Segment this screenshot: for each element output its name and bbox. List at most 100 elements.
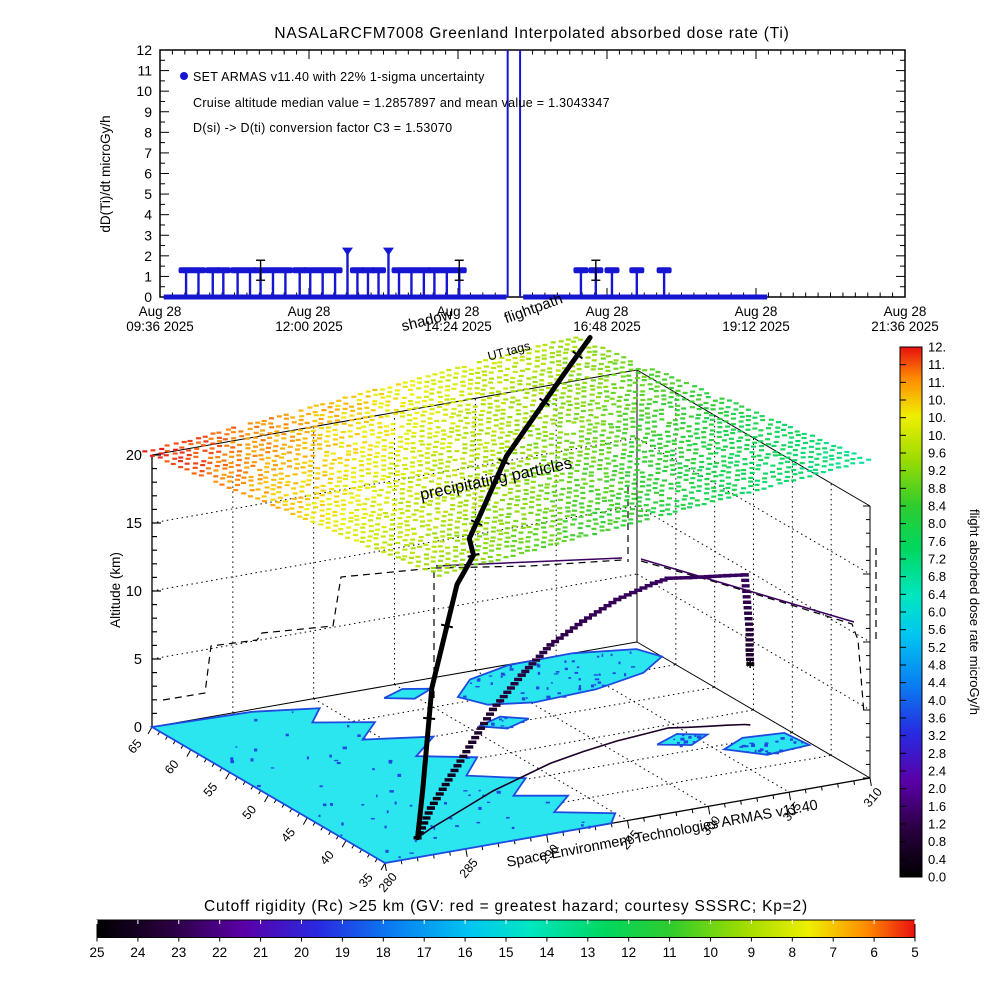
svg-text:3.6: 3.6	[928, 711, 946, 726]
svg-text:310: 310	[861, 785, 885, 810]
svg-text:7.6: 7.6	[928, 534, 946, 549]
legend-marker-icon	[180, 72, 188, 80]
svg-text:5: 5	[911, 945, 919, 960]
svg-text:9.2: 9.2	[928, 463, 946, 478]
svg-text:1.6: 1.6	[928, 799, 946, 814]
svg-text:14:24 2025: 14:24 2025	[424, 319, 492, 334]
svg-text:22: 22	[212, 945, 227, 960]
svg-text:5: 5	[134, 652, 142, 668]
svg-text:9.6: 9.6	[928, 446, 946, 461]
svg-text:6: 6	[870, 945, 878, 960]
legend-line-1: SET ARMAS v11.40 with 22% 1-sigma uncert…	[193, 70, 485, 84]
svg-text:5.2: 5.2	[928, 640, 946, 655]
svg-text:19: 19	[335, 945, 350, 960]
svg-text:19:12 2025: 19:12 2025	[722, 319, 790, 334]
svg-text:21: 21	[253, 945, 268, 960]
svg-text:8.8: 8.8	[928, 481, 946, 496]
svg-text:1: 1	[144, 268, 152, 284]
svg-text:Aug 28: Aug 28	[884, 304, 927, 319]
svg-text:Aug 28: Aug 28	[288, 304, 331, 319]
svg-text:8.0: 8.0	[928, 516, 946, 531]
svg-text:2.0: 2.0	[928, 781, 946, 796]
svg-text:4.4: 4.4	[928, 675, 946, 690]
svg-text:16:48 2025: 16:48 2025	[573, 319, 641, 334]
svg-text:Aug 28: Aug 28	[437, 304, 480, 319]
svg-text:0.0: 0.0	[928, 870, 946, 885]
svg-text:12.: 12.	[928, 340, 946, 355]
svg-text:10: 10	[136, 83, 152, 99]
svg-text:10.: 10.	[928, 393, 946, 408]
svg-text:3: 3	[144, 227, 152, 243]
dose-colorbar: 12. 11. 11. 10. 10. 10. 9.6 9.2 8.8 8.4 8.0 7.6 7.2 6…	[899, 340, 946, 885]
svg-text:17: 17	[417, 945, 432, 960]
svg-text:20: 20	[126, 448, 142, 464]
cutoff-rigidity-colorbar: 25 24 23 22 21 20 19 18 17 16 15 14 13 12 11 10 9 8 7 6 5	[89, 919, 919, 960]
svg-text:4.0: 4.0	[928, 693, 946, 708]
svg-text:18: 18	[376, 945, 391, 960]
svg-text:50: 50	[240, 803, 260, 823]
svg-text:6.0: 6.0	[928, 605, 946, 620]
svg-text:6: 6	[144, 166, 152, 182]
svg-text:12:00 2025: 12:00 2025	[275, 319, 343, 334]
svg-text:2.8: 2.8	[928, 746, 946, 761]
svg-text:Aug 28: Aug 28	[586, 304, 629, 319]
svg-text:10.: 10.	[928, 428, 946, 443]
svg-text:13: 13	[580, 945, 595, 960]
svg-text:6.8: 6.8	[928, 569, 946, 584]
svg-text:9: 9	[748, 945, 756, 960]
svg-text:280: 280	[376, 870, 400, 895]
svg-text:3.2: 3.2	[928, 728, 946, 743]
svg-text:8: 8	[789, 945, 797, 960]
svg-text:0.8: 0.8	[928, 834, 946, 849]
svg-text:21:36 2025: 21:36 2025	[871, 319, 939, 334]
cutoff-bar-title: Cutoff rigidity (Rc) >25 km (GV: red = g…	[204, 898, 808, 915]
svg-text:0.4: 0.4	[928, 852, 946, 867]
chart-title: NASALaRCFM7008 Greenland Interpolated ab…	[274, 25, 789, 42]
svg-text:7: 7	[829, 945, 837, 960]
svg-text:0: 0	[144, 289, 152, 305]
svg-text:11: 11	[663, 945, 677, 960]
svg-text:2.4: 2.4	[928, 764, 946, 779]
svg-text:11: 11	[137, 63, 152, 79]
svg-text:✱: ✱	[746, 659, 755, 671]
svg-text:16: 16	[458, 945, 473, 960]
svg-text:15: 15	[126, 516, 142, 532]
svg-text:11.: 11.	[928, 375, 945, 390]
svg-text:55: 55	[201, 780, 221, 800]
altitude-axis-label: Altitude (km)	[108, 552, 123, 628]
svg-text:24: 24	[130, 945, 146, 960]
svg-text:0: 0	[134, 720, 142, 736]
svg-text:12: 12	[621, 945, 636, 960]
svg-text:10: 10	[703, 945, 718, 960]
svg-text:4.8: 4.8	[928, 658, 946, 673]
svg-text:15: 15	[498, 945, 513, 960]
top-y-axis-label: dD(Ti)/dt microGy/h	[98, 115, 113, 232]
legend-line-3: D(si) -> D(ti) conversion factor C3 = 1.…	[193, 121, 452, 135]
svg-text:65: 65	[125, 737, 145, 757]
svg-text:12: 12	[136, 42, 152, 58]
svg-text:60: 60	[162, 757, 182, 777]
svg-text:7.2: 7.2	[928, 552, 946, 567]
svg-text:4: 4	[144, 207, 152, 223]
svg-text:10.: 10.	[928, 410, 946, 425]
svg-text:8: 8	[144, 124, 152, 140]
svg-text:25: 25	[89, 945, 104, 960]
svg-text:1.2: 1.2	[928, 817, 946, 832]
svg-text:285: 285	[457, 856, 481, 881]
svg-text:6.4: 6.4	[928, 587, 946, 602]
flight-3d-visualization: 0510152035404550556065280285290295300305…	[125, 335, 885, 895]
svg-text:09:36 2025: 09:36 2025	[126, 319, 194, 334]
svg-text:9: 9	[144, 104, 152, 120]
dose-colorbar-label: flight absorbed dose rate microGy/h	[967, 509, 982, 715]
svg-text:14: 14	[539, 945, 555, 960]
svg-text:8.4: 8.4	[928, 499, 946, 514]
svg-text:10: 10	[126, 584, 142, 600]
svg-text:11.: 11.	[928, 357, 945, 372]
svg-text:2: 2	[144, 248, 152, 264]
svg-text:5: 5	[144, 186, 152, 202]
svg-text:7: 7	[144, 145, 152, 161]
svg-text:40: 40	[317, 848, 337, 868]
